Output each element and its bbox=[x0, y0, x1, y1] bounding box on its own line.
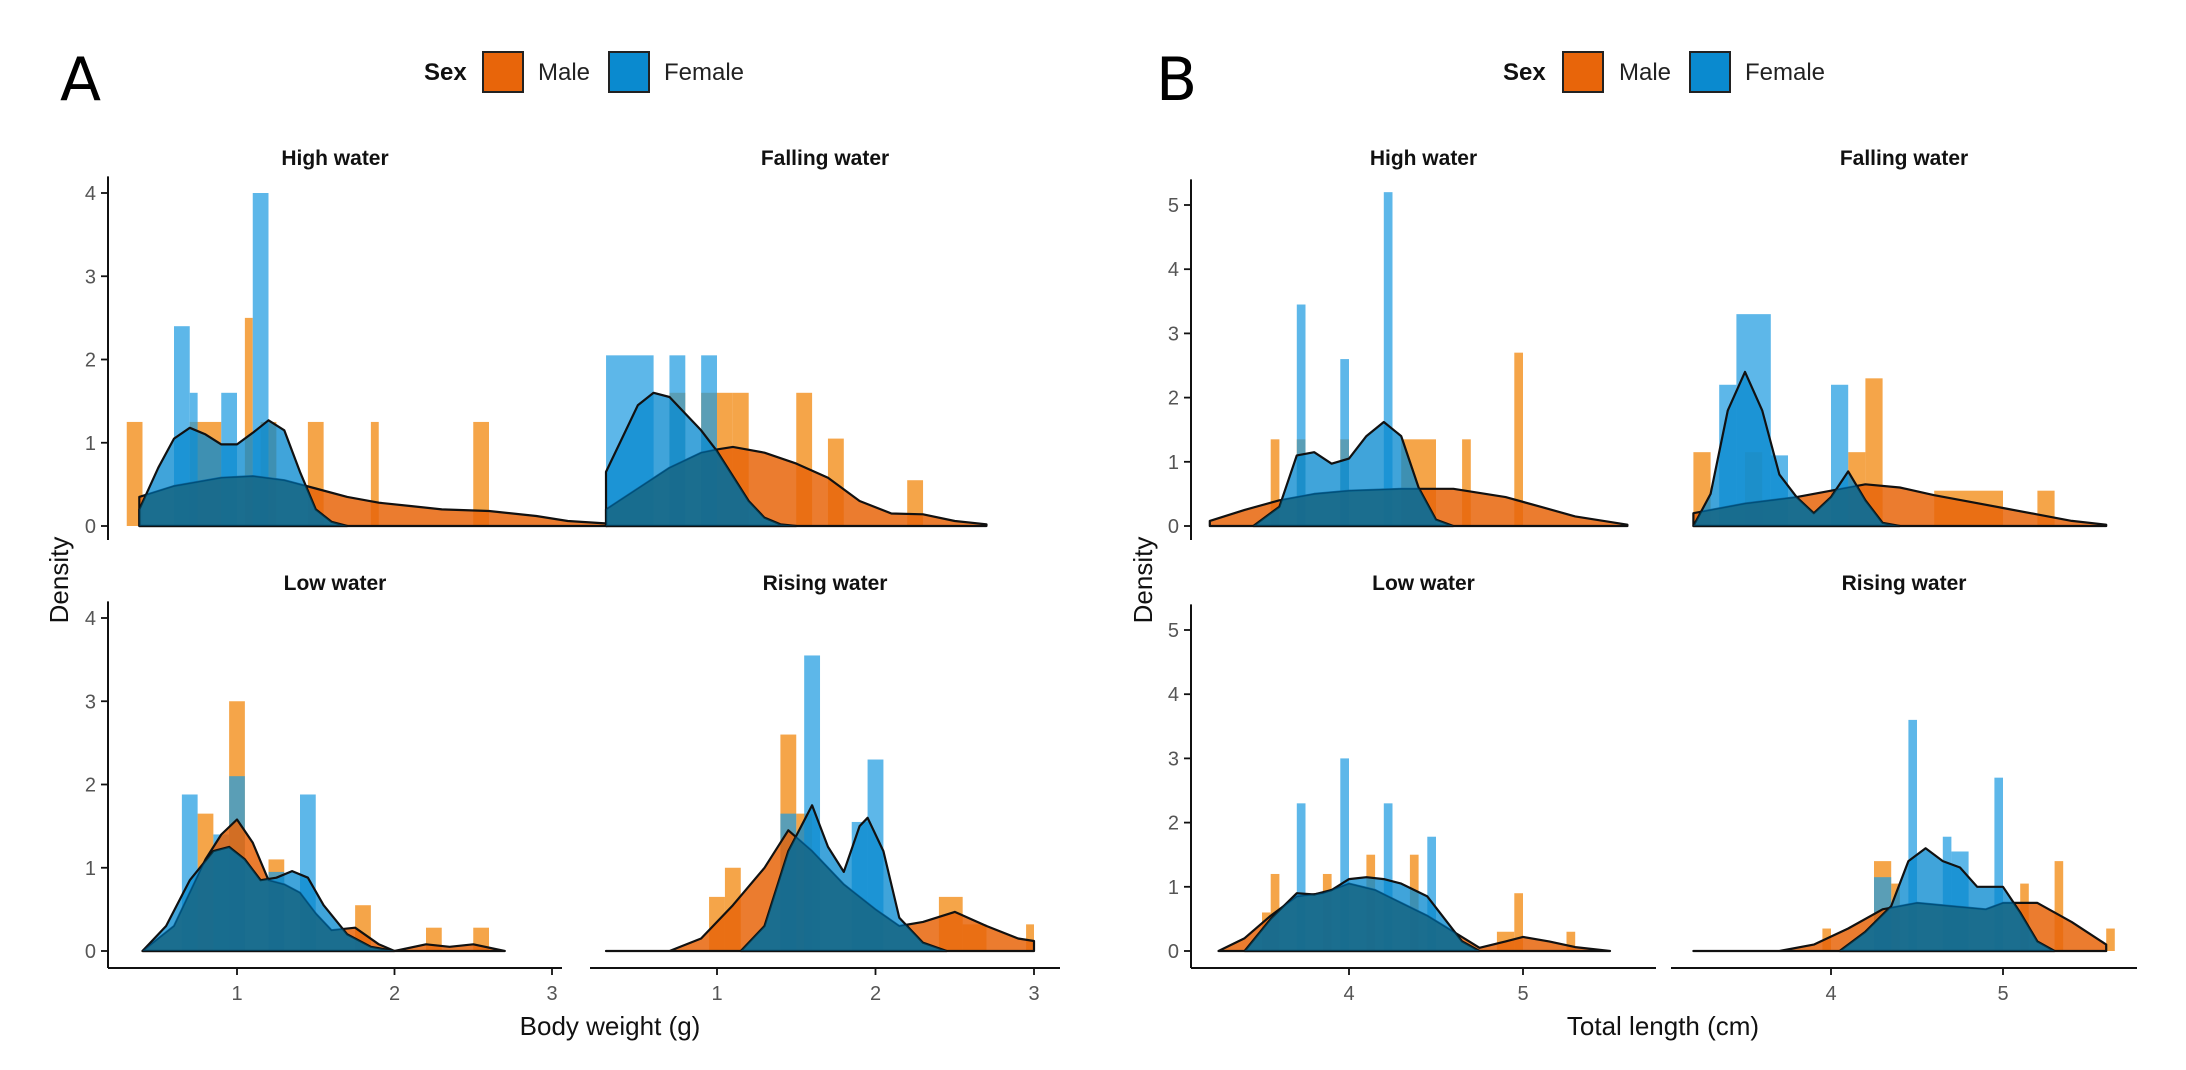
histogram-bar-female bbox=[1296, 803, 1306, 951]
x-axis-title-b: Total length (cm) bbox=[1567, 1011, 1759, 1041]
x-tick-label: 3 bbox=[1028, 983, 1039, 1005]
facet-title: Low water bbox=[1372, 572, 1475, 595]
legend-swatch-female bbox=[1689, 51, 1731, 93]
facet-title: Falling water bbox=[1840, 147, 1968, 170]
x-tick-label: 1 bbox=[231, 983, 242, 1005]
x-axis-title-a: Body weight (g) bbox=[520, 1011, 701, 1041]
panel-letter-a: A bbox=[60, 45, 101, 115]
facet-b-falling-water: Falling water bbox=[1692, 147, 2108, 528]
histogram-bar-female bbox=[1340, 359, 1349, 526]
histogram-bar-female bbox=[1908, 719, 1917, 951]
histogram-bar-female bbox=[1994, 777, 2003, 951]
y-tick-label: 1 bbox=[85, 858, 96, 880]
y-tick-label: 2 bbox=[1168, 388, 1179, 410]
y-tick-label: 0 bbox=[85, 941, 96, 963]
x-tick-label: 2 bbox=[389, 983, 400, 1005]
histogram-bar-female bbox=[1383, 192, 1393, 526]
y-tick-label: 4 bbox=[85, 608, 96, 630]
y-tick-label: 4 bbox=[1168, 684, 1179, 706]
y-tick-label: 3 bbox=[1168, 323, 1179, 345]
histogram-bar-male bbox=[1514, 893, 1523, 951]
legend-a: Sex Male Female bbox=[424, 51, 744, 93]
histogram-bar-male bbox=[1514, 352, 1523, 526]
legend-label-male: Male bbox=[1619, 59, 1671, 86]
x-tick-label: 5 bbox=[1517, 983, 1528, 1005]
facet-b-high-water: High water 0 1 2 3 4 5 bbox=[1168, 147, 1629, 540]
density-overlap bbox=[1839, 902, 2055, 951]
y-tick-label: 1 bbox=[1168, 452, 1179, 474]
legend-label-female: Female bbox=[664, 59, 744, 86]
legend-swatch-male bbox=[1562, 51, 1604, 93]
legend-b: Sex Male Female bbox=[1503, 51, 1825, 93]
facet-a-falling-water: Falling water bbox=[604, 147, 988, 528]
facets: High water 0 1 2 3 4 Falling water Low water 0 1 2… bbox=[85, 147, 2137, 1005]
histogram-bar-female bbox=[1340, 758, 1349, 951]
facet-a-high-water: High water 0 1 2 3 4 bbox=[85, 147, 609, 540]
y-tick-label: 4 bbox=[85, 183, 96, 205]
y-tick-label: 3 bbox=[85, 691, 96, 713]
x-tick-label: 5 bbox=[1997, 983, 2008, 1005]
y-tick-label: 5 bbox=[1168, 620, 1179, 642]
facet-title: High water bbox=[1370, 147, 1477, 170]
histogram-bar-female bbox=[1296, 304, 1306, 526]
facet-b-low-water: Low water 0 1 2 3 4 5 4 5 bbox=[1168, 572, 1656, 1005]
histogram-bar-male bbox=[2106, 928, 2115, 951]
facet-a-low-water: Low water 0 1 2 3 4 1 2 3 bbox=[85, 572, 562, 1005]
legend-swatch-female bbox=[608, 51, 650, 93]
facet-title: Low water bbox=[284, 572, 387, 595]
density-overlap bbox=[1244, 882, 1480, 951]
legend-label-male: Male bbox=[538, 59, 590, 86]
histogram-bar-male bbox=[1026, 924, 1034, 951]
y-tick-label: 4 bbox=[1168, 259, 1179, 281]
y-tick-label: 3 bbox=[1168, 748, 1179, 770]
x-tick-label: 3 bbox=[546, 983, 557, 1005]
histogram-bar-male bbox=[1270, 439, 1280, 526]
facet-title: Rising water bbox=[763, 572, 888, 595]
y-tick-label: 1 bbox=[1168, 877, 1179, 899]
y-axis-title-a: Density bbox=[44, 537, 74, 624]
x-tick-label: 4 bbox=[1825, 983, 1836, 1005]
y-tick-label: 0 bbox=[1168, 941, 1179, 963]
y-axis-title-b: Density bbox=[1128, 537, 1158, 624]
y-tick-label: 2 bbox=[1168, 813, 1179, 835]
histogram-bar-female bbox=[1427, 836, 1436, 951]
histogram-bar-male bbox=[1462, 439, 1471, 526]
y-tick-label: 1 bbox=[85, 433, 96, 455]
legend-title: Sex bbox=[1503, 59, 1546, 86]
facet-b-rising-water: Rising water 4 5 bbox=[1671, 572, 2137, 1005]
y-tick-label: 2 bbox=[85, 775, 96, 797]
density-overlap bbox=[139, 475, 348, 526]
y-tick-label: 2 bbox=[85, 350, 96, 372]
histogram-bar-male bbox=[473, 421, 489, 526]
legend-title: Sex bbox=[424, 59, 467, 86]
histogram-bar-female bbox=[1383, 803, 1393, 951]
x-tick-label: 4 bbox=[1343, 983, 1354, 1005]
legend-label-female: Female bbox=[1745, 59, 1825, 86]
facet-title: Falling water bbox=[761, 147, 889, 170]
facet-a-rising-water: Rising water 1 2 3 bbox=[590, 572, 1060, 1005]
histogram-bar-male bbox=[2054, 861, 2064, 951]
x-tick-label: 1 bbox=[711, 983, 722, 1005]
legend-swatch-male bbox=[482, 51, 524, 93]
histogram-bar-male bbox=[370, 421, 379, 526]
histogram-bar-male bbox=[1566, 931, 1576, 951]
density-overlap bbox=[142, 846, 395, 951]
y-tick-label: 0 bbox=[1168, 516, 1179, 538]
y-tick-label: 5 bbox=[1168, 195, 1179, 217]
y-tick-label: 0 bbox=[85, 516, 96, 538]
x-tick-label: 2 bbox=[870, 983, 881, 1005]
facet-title: High water bbox=[281, 147, 388, 170]
panel-letter-b: B bbox=[1156, 45, 1197, 115]
histogram-bar-male bbox=[244, 317, 253, 526]
facet-title: Rising water bbox=[1842, 572, 1967, 595]
y-tick-label: 3 bbox=[85, 266, 96, 288]
